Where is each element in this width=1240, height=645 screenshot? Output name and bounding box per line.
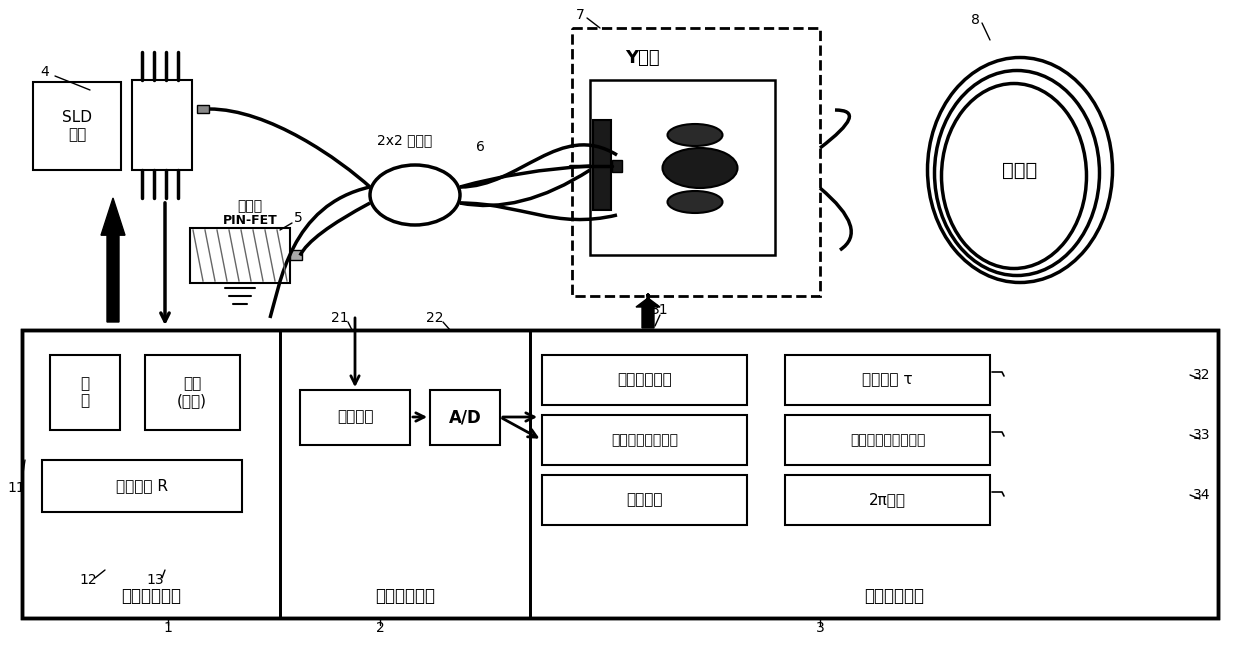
- Bar: [590, 80, 775, 255]
- Text: 采样频率，采样点数: 采样频率，采样点数: [849, 433, 925, 447]
- Text: 数据处理模块: 数据处理模块: [864, 587, 924, 605]
- Text: SLD
光源: SLD 光源: [62, 110, 92, 142]
- Bar: [785, 415, 990, 465]
- Text: 数值解算: 数值解算: [626, 493, 662, 508]
- Bar: [613, 160, 622, 172]
- Bar: [430, 390, 500, 445]
- Text: 信号处理: 信号处理: [337, 410, 373, 424]
- Ellipse shape: [667, 124, 723, 146]
- Text: 信号产生单元: 信号产生单元: [618, 373, 672, 388]
- Ellipse shape: [662, 148, 738, 188]
- Bar: [572, 28, 820, 296]
- Text: 8: 8: [971, 13, 980, 27]
- Text: 数字信号处理单元: 数字信号处理单元: [611, 433, 678, 447]
- Text: 1: 1: [164, 621, 172, 635]
- Text: 5: 5: [294, 211, 303, 225]
- Bar: [33, 82, 122, 170]
- Text: A/D: A/D: [449, 408, 481, 426]
- FancyArrow shape: [100, 198, 125, 322]
- Bar: [22, 330, 1218, 618]
- Text: 22: 22: [427, 311, 444, 325]
- Text: 2π电压: 2π电压: [869, 493, 906, 508]
- Bar: [50, 355, 120, 430]
- Text: 31: 31: [651, 303, 668, 317]
- Text: 波越时间 τ: 波越时间 τ: [862, 373, 913, 388]
- Bar: [542, 475, 746, 525]
- Bar: [785, 355, 990, 405]
- Text: 2x2 耦合器: 2x2 耦合器: [377, 133, 433, 147]
- Text: 探测器: 探测器: [237, 199, 263, 213]
- Text: 12: 12: [79, 573, 97, 587]
- Bar: [22, 330, 1218, 618]
- Text: Y波导: Y波导: [625, 49, 660, 67]
- Bar: [131, 80, 192, 170]
- Text: 32: 32: [1193, 368, 1210, 382]
- Bar: [190, 228, 290, 283]
- Text: 11: 11: [7, 481, 25, 495]
- Text: 光电探测模块: 光电探测模块: [374, 587, 435, 605]
- Bar: [197, 105, 210, 113]
- Bar: [290, 250, 303, 260]
- Text: 33: 33: [1193, 428, 1210, 442]
- Text: 光源驱动模块: 光源驱动模块: [122, 587, 181, 605]
- Bar: [542, 415, 746, 465]
- Text: 4: 4: [41, 65, 50, 79]
- Text: 2: 2: [376, 621, 384, 635]
- Text: 光纤环: 光纤环: [1002, 161, 1038, 179]
- Bar: [593, 120, 611, 210]
- Text: 21: 21: [331, 311, 348, 325]
- Text: PIN-FET: PIN-FET: [223, 213, 278, 226]
- Text: 驱动
(可调): 驱动 (可调): [177, 376, 207, 408]
- FancyArrow shape: [636, 298, 660, 328]
- Text: 3: 3: [816, 621, 825, 635]
- Text: 13: 13: [146, 573, 164, 587]
- Text: 6: 6: [476, 140, 485, 154]
- Ellipse shape: [370, 165, 460, 225]
- Text: 7: 7: [575, 8, 584, 22]
- Ellipse shape: [667, 191, 723, 213]
- Text: 温
控: 温 控: [81, 376, 89, 408]
- Bar: [300, 390, 410, 445]
- Bar: [785, 475, 990, 525]
- Bar: [42, 460, 242, 512]
- Bar: [145, 355, 241, 430]
- Bar: [542, 355, 746, 405]
- Text: 驱动电阻 R: 驱动电阻 R: [117, 479, 167, 493]
- Text: 34: 34: [1193, 488, 1210, 502]
